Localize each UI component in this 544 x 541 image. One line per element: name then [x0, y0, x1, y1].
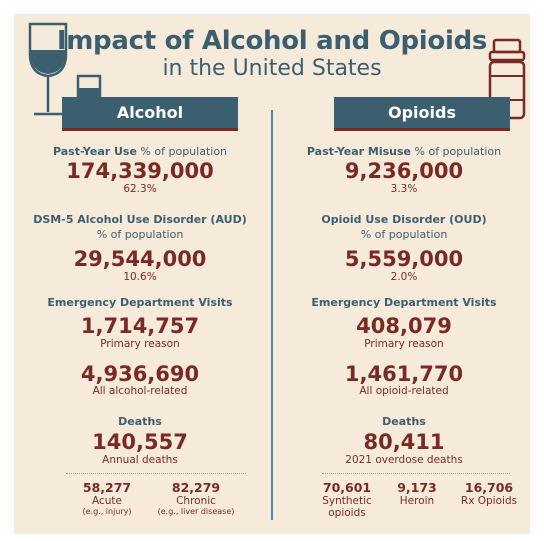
alcohol-use-pct: 62.3% — [123, 183, 157, 195]
opioids-ed-primary-value: 408,079 — [356, 314, 452, 338]
opioids-disorder-value: 5,559,000 — [344, 247, 464, 271]
opioids-use-value: 9,236,000 — [344, 159, 464, 183]
opioids-deaths-label: 2021 overdose deaths — [345, 454, 463, 466]
opioids-disorder-sub: % of population — [360, 228, 448, 241]
opioids-disorder-pct: 2.0% — [390, 271, 418, 283]
alcohol-ed-related-value: 4,936,690 — [80, 362, 200, 386]
opioids-banner: Opioids — [334, 97, 510, 131]
opioids-synthetic: 70,601 Synthetic opioids — [322, 480, 372, 519]
page-title: Impact of Alcohol and Opioids — [56, 26, 488, 56]
alcohol-use-heading: Past-Year Use % of population — [52, 145, 228, 158]
opioids-ed-related-value: 1,461,770 — [344, 362, 464, 386]
alcohol-deaths-value: 140,557 — [92, 430, 188, 454]
opioids-ed-related-label: All opioid-related — [359, 385, 449, 397]
alcohol-ed-primary-label: Primary reason — [100, 338, 180, 350]
opioids-disorder-heading: Opioid Use Disorder (OUD) — [321, 213, 487, 226]
alcohol-ed-heading: Emergency Department Visits — [47, 296, 233, 309]
opioids-use-pct: 3.3% — [390, 183, 418, 195]
opioids-heroin: 9,173 Heroin — [397, 480, 437, 507]
infographic: Impact of Alcohol and Opioids in the Uni… — [14, 14, 530, 534]
alcohol-disorder-pct: 10.6% — [123, 271, 157, 283]
alcohol-use-value: 174,339,000 — [66, 159, 214, 183]
page-subtitle: in the United States — [162, 56, 382, 81]
alcohol-deaths-heading: Deaths — [118, 415, 162, 428]
alcohol-ed-related-label: All alcohol-related — [92, 385, 188, 397]
opioids-rx: 16,706 Rx Opioids — [460, 480, 518, 507]
opioids-ed-primary-label: Primary reason — [364, 338, 444, 350]
opioids-deaths-value: 80,411 — [363, 430, 445, 454]
alcohol-banner: Alcohol — [62, 97, 238, 131]
opioids-ed-heading: Emergency Department Visits — [311, 296, 497, 309]
alcohol-acute: 58,277 Acute (e.g., injury) — [82, 480, 132, 516]
column-divider — [271, 110, 273, 520]
alcohol-deaths-separator — [66, 473, 246, 474]
alcohol-disorder-heading: DSM-5 Alcohol Use Disorder (AUD) — [33, 213, 247, 226]
alcohol-chronic: 82,279 Chronic (e.g., liver disease) — [157, 480, 235, 516]
alcohol-disorder-value: 29,544,000 — [73, 247, 207, 271]
opioids-deaths-separator — [322, 473, 510, 474]
alcohol-disorder-sub: % of population — [96, 228, 184, 241]
opioids-use-heading: Past-Year Misuse % of population — [306, 145, 502, 158]
alcohol-ed-primary-value: 1,714,757 — [80, 314, 200, 338]
alcohol-deaths-label: Annual deaths — [102, 454, 178, 466]
opioids-deaths-heading: Deaths — [382, 415, 426, 428]
